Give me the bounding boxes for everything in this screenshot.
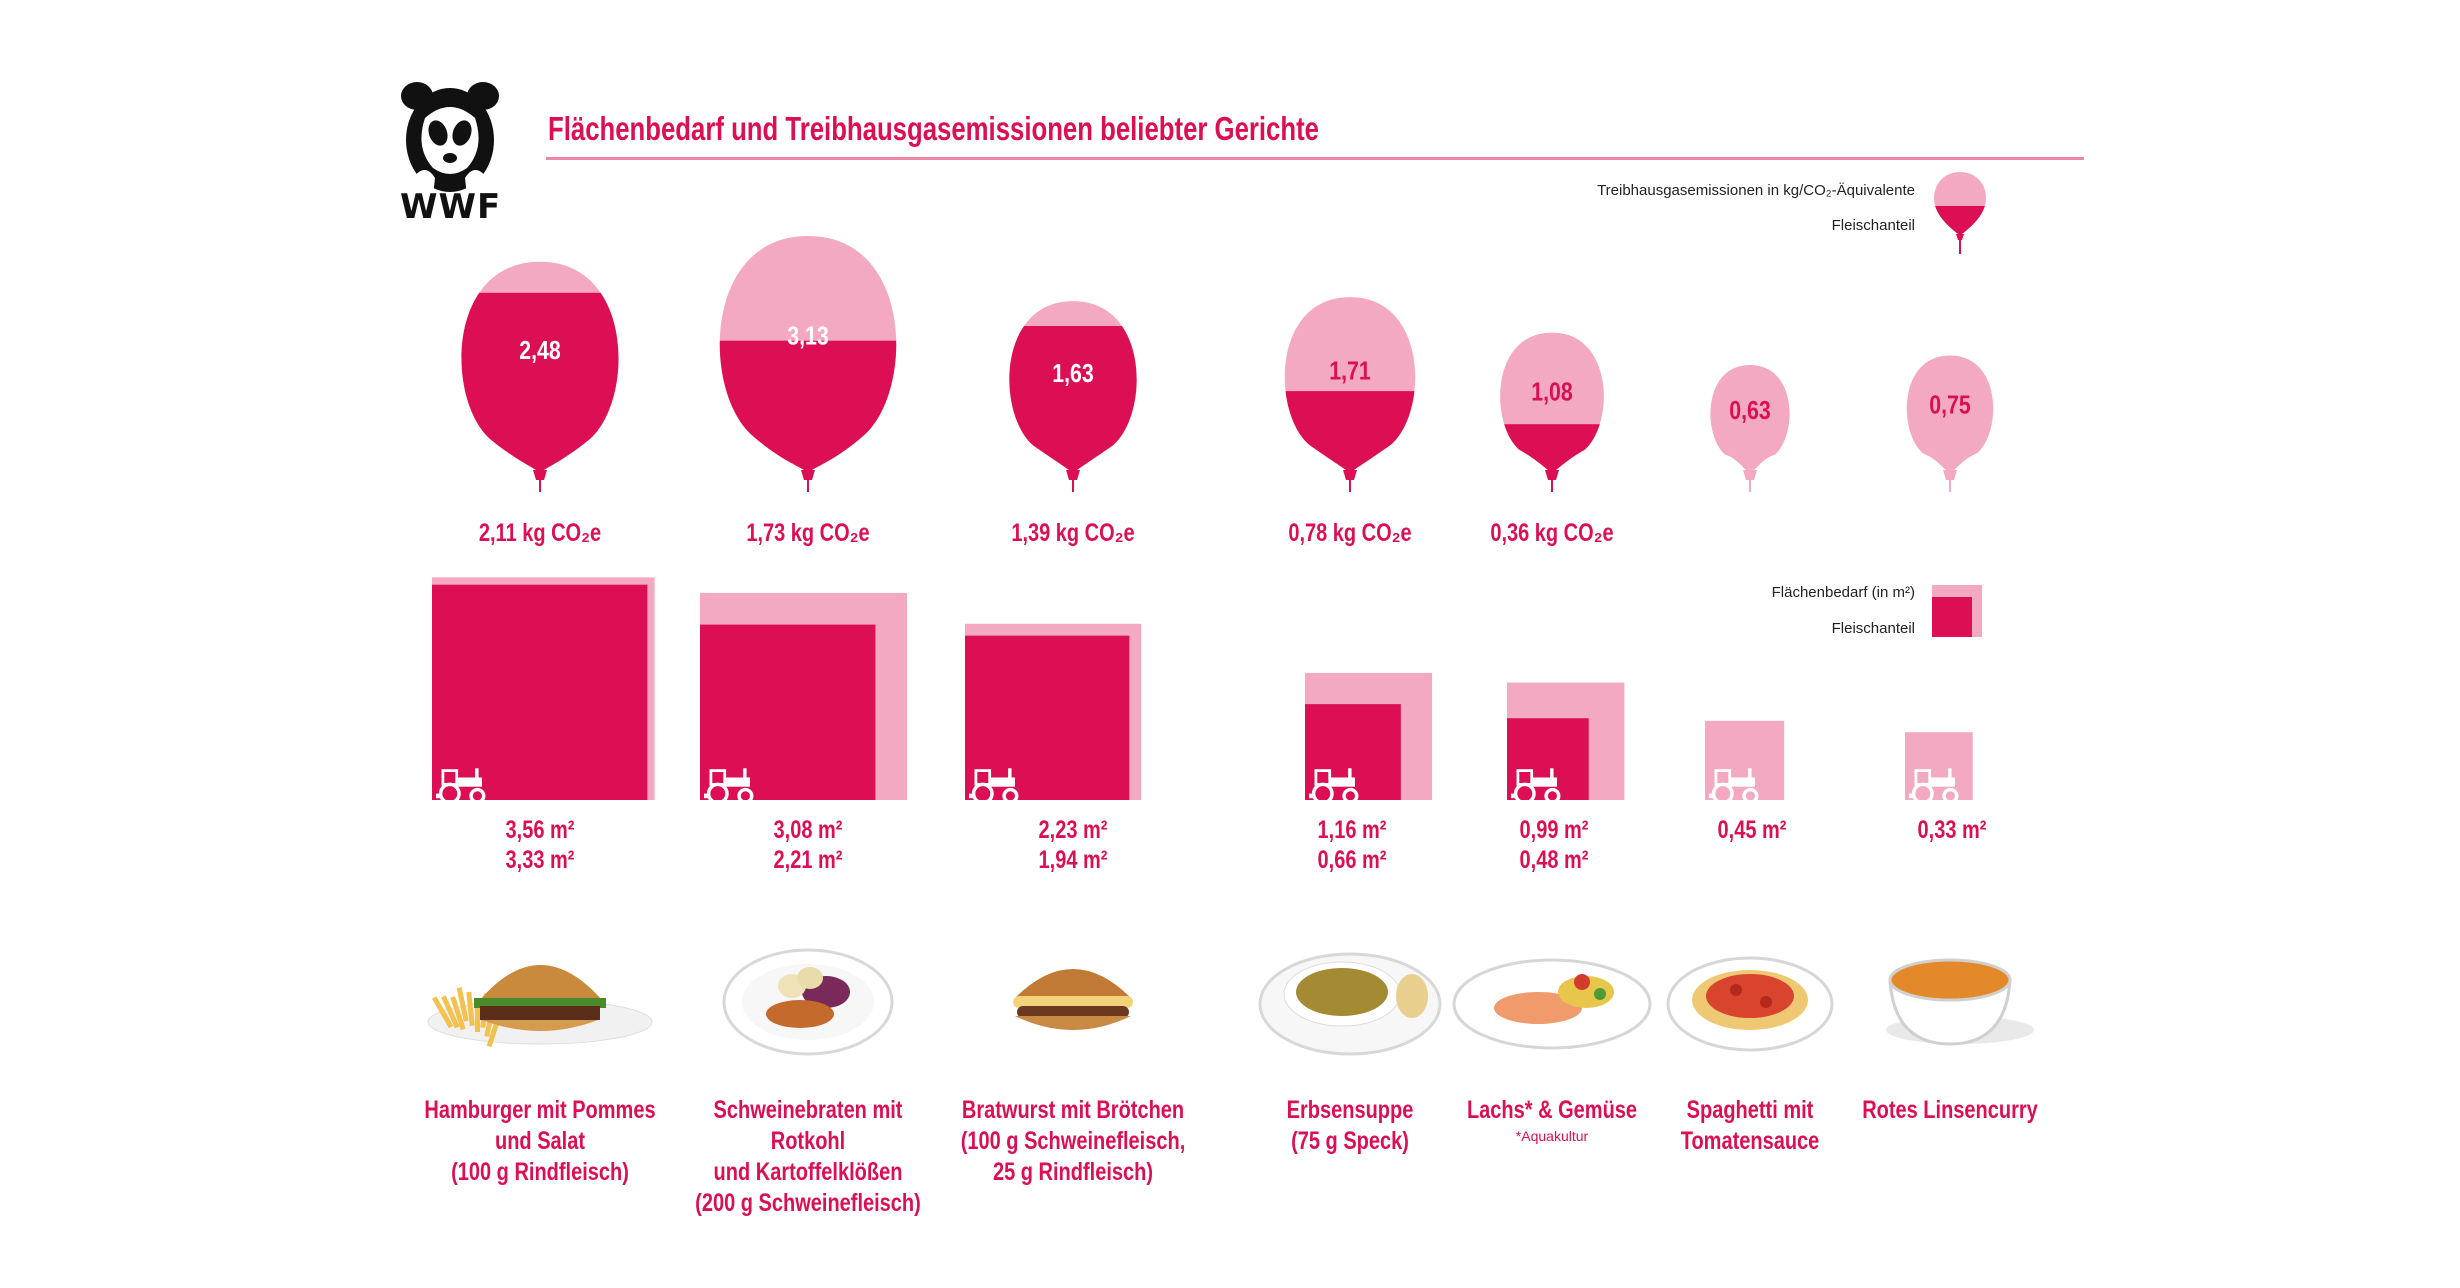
- balloon: 1,08 0,36 kg CO₂e: [1490, 332, 1614, 547]
- area-square: 2,23 m²1,94 m²: [965, 623, 1142, 874]
- tractor-icon: [1709, 768, 1759, 805]
- area-square: 0,33 m²: [1905, 732, 1987, 844]
- balloon: 0,63: [1710, 365, 1790, 492]
- hamburger-icon: [427, 965, 653, 1048]
- dish-label-line: Schweinebraten mit Rotkohl: [713, 1096, 903, 1155]
- balloon-knot: [1943, 470, 1957, 480]
- area-total-label: 0,33 m²: [1918, 816, 1987, 844]
- tractor-icon: [1309, 768, 1359, 805]
- dish-label-line: Spaghetti mit: [1686, 1096, 1814, 1124]
- balloon-knot: [533, 470, 547, 480]
- curry-bowl-icon: [1886, 958, 2034, 1046]
- tractor-icon: [969, 768, 1019, 805]
- area-meat-square: [432, 584, 648, 800]
- legend-balloon-total-label: Treibhausgasemissionen in kg/CO₂-Äquival…: [1597, 182, 1915, 199]
- area-total-label: 3,56 m²: [506, 816, 575, 844]
- dish-label: Bratwurst mit Brötchen (100 g Schweinefle…: [953, 1095, 1193, 1188]
- area-meat-square: [700, 624, 876, 800]
- balloon-value-label: 1,08: [1531, 377, 1572, 407]
- tractor-icon: [704, 768, 754, 805]
- tractor-icon: [436, 768, 486, 805]
- area-total-label: 3,08 m²: [774, 816, 843, 844]
- area-square: 0,45 m²: [1705, 720, 1787, 844]
- legend-square-total-label: Flächenbedarf (in m²): [1771, 584, 1915, 601]
- legend-balloon-meat-label: Fleischanteil: [1831, 217, 1915, 234]
- area-meat-label: 3,33 m²: [506, 846, 575, 874]
- dish-label-line: Hamburger mit Pommes: [424, 1096, 656, 1124]
- dish-label: Lachs* & Gemüse: [1432, 1095, 1672, 1126]
- dish-label: Erbsensuppe (75 g Speck): [1230, 1095, 1470, 1157]
- area-square: 3,08 m²2,21 m²: [700, 592, 908, 874]
- area-meat-label: 0,48 m²: [1520, 846, 1589, 874]
- legend-balloon-icon: [1934, 172, 1986, 254]
- area-square: 3,56 m²3,33 m²: [432, 577, 655, 874]
- dish-label-line: Bratwurst mit Brötchen: [961, 1096, 1185, 1124]
- area-square: 1,16 m²0,66 m²: [1305, 672, 1433, 874]
- legend-square-meat-swatch: [1932, 597, 1972, 637]
- dish-label-line: 25 g Rindfleisch): [992, 1158, 1154, 1186]
- area-meat-label: 2,21 m²: [774, 846, 843, 874]
- spaghetti-plate-icon: [1666, 956, 1834, 1052]
- balloon-meat-label: 0,36 kg CO₂e: [1490, 519, 1613, 547]
- bratwurst-icon: [1013, 969, 1133, 1030]
- salmon-plate-icon: [1452, 958, 1652, 1050]
- tractor-icon: [1511, 768, 1561, 805]
- page-title: Flächenbedarf und Treibhausgasemissionen…: [548, 110, 1319, 147]
- balloon-value-label: 1,71: [1329, 357, 1370, 387]
- dish-label-line: Erbsensuppe: [1286, 1096, 1414, 1124]
- roast-plate-icon: [722, 948, 894, 1056]
- area-total-label: 2,23 m²: [1039, 816, 1108, 844]
- balloon-value-label: 0,63: [1729, 396, 1770, 426]
- panda-icon: [401, 82, 499, 197]
- balloon-knot: [1343, 470, 1357, 480]
- balloon-meat-label: 1,73 kg CO₂e: [746, 519, 869, 547]
- dish-label: Schweinebraten mit Rotkohl und Kartoffelk…: [688, 1095, 928, 1219]
- dish-label-line: Rotes Linsencurry: [1862, 1096, 2038, 1124]
- balloon-knot: [1743, 470, 1757, 480]
- area-total-label: 1,16 m²: [1318, 816, 1387, 844]
- balloon-meat-label: 1,39 kg CO₂e: [1011, 519, 1134, 547]
- balloon-knot: [801, 470, 815, 480]
- dish-label: Spaghetti mit Tomatensauce: [1630, 1095, 1870, 1157]
- dish-label-line: (75 g Speck): [1291, 1127, 1409, 1155]
- dish-label-line: Lachs* & Gemüse: [1466, 1096, 1638, 1124]
- area-total-label: 0,45 m²: [1718, 816, 1787, 844]
- title-rule: [546, 157, 2084, 160]
- dish-label-line: (100 g Schweinefleisch,: [960, 1127, 1186, 1155]
- dish-label: Hamburger mit Pommes und Salat (100 g Rind…: [420, 1095, 660, 1188]
- dish-label-line: und Salat: [494, 1127, 585, 1155]
- balloon-value-label: 1,63: [1052, 359, 1093, 389]
- balloon-value-label: 2,48: [519, 336, 560, 366]
- area-meat-label: 0,66 m²: [1318, 846, 1387, 874]
- dish-label-line: (200 g Schweinefleisch): [695, 1189, 921, 1217]
- balloon-total: [1906, 355, 1994, 470]
- balloon: 0,75: [1906, 355, 1994, 492]
- balloon-value-label: 0,75: [1929, 391, 1970, 421]
- balloon-total: [1710, 365, 1790, 470]
- dish-label-line: und Kartoffelklößen: [713, 1158, 903, 1186]
- balloon-meat-label: 2,11 kg CO₂e: [479, 519, 601, 547]
- balloon-value-label: 3,13: [787, 321, 828, 351]
- area-meat-square: [965, 635, 1130, 800]
- dish-label-line: (100 g Rindfleisch): [451, 1158, 629, 1186]
- tractor-icon: [1909, 768, 1959, 805]
- balloon-meat-label: 0,78 kg CO₂e: [1288, 519, 1411, 547]
- legend-square-meat-label: Fleischanteil: [1831, 620, 1915, 637]
- area-square: 0,99 m²0,48 m²: [1507, 682, 1625, 874]
- logo-text: WWF: [400, 187, 502, 227]
- dish-label: Rotes Linsencurry: [1830, 1095, 2070, 1126]
- soup-bowl-icon: [1258, 952, 1442, 1056]
- area-total-label: 0,99 m²: [1520, 816, 1589, 844]
- area-meat-label: 1,94 m²: [1039, 846, 1108, 874]
- dish-footnote: *Aquakultur: [1515, 1128, 1589, 1144]
- dish-label-line: Tomatensauce: [1680, 1127, 1820, 1155]
- balloon-knot: [1066, 470, 1080, 480]
- balloon-knot: [1545, 470, 1559, 480]
